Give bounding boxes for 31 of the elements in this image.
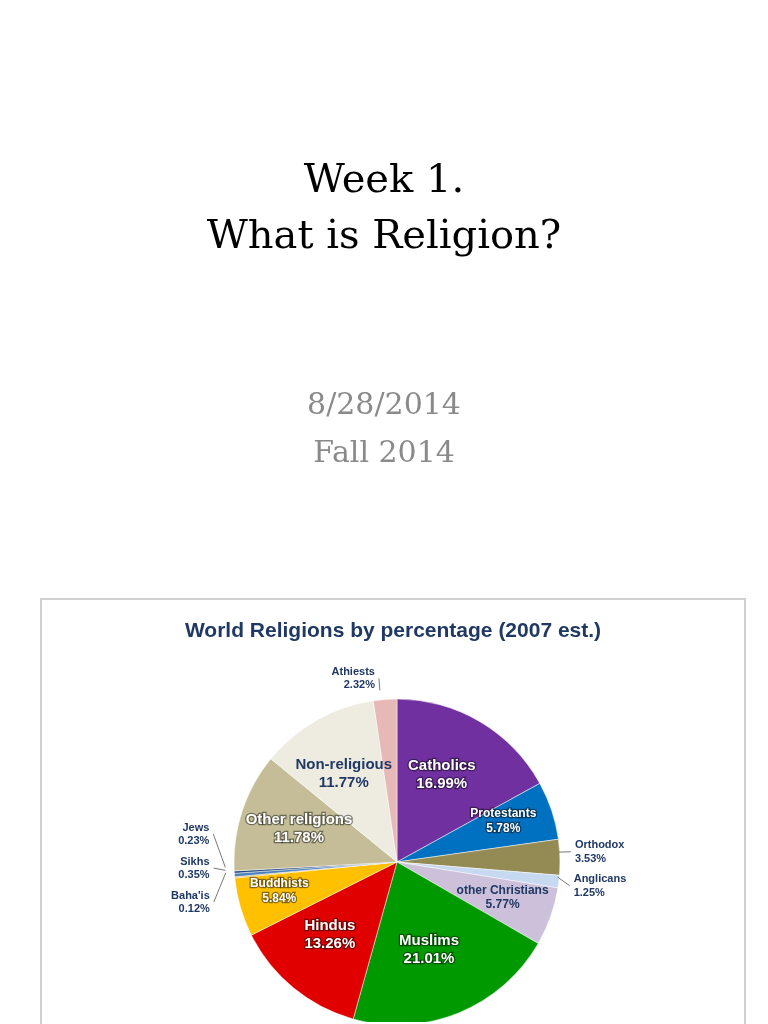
chart-title: World Religions by percentage (2007 est.) (183, 618, 603, 642)
data-label: 16.99% (416, 773, 468, 791)
data-label: 3.53% (574, 851, 607, 864)
slice-label: Baha'is (171, 888, 210, 901)
slice-label: Anglicans (573, 872, 627, 885)
data-label: 5.78% (486, 820, 521, 835)
text: What is Religion? (205, 210, 563, 259)
slice-label: Non-religious (295, 754, 393, 772)
data-label: 0.23% (178, 833, 210, 846)
slice-label: Athiests (331, 665, 375, 678)
data-label: 11.77% (318, 772, 369, 790)
data-label: 11.78% (274, 827, 325, 845)
data-label: 2.32% (343, 678, 376, 691)
slice-label: Sikhs (180, 854, 210, 867)
slice-label: Muslims (398, 930, 460, 948)
slice-label: Buddhists (249, 876, 309, 891)
data-label: 1.25% (573, 885, 606, 898)
slice-label: Catholics (408, 755, 476, 773)
slice-label: Hindus (304, 915, 356, 933)
data-label: 21.01% (403, 948, 455, 966)
data-label: 5.84% (262, 890, 297, 905)
text: Week 1. (302, 154, 466, 203)
text: Fall 2014 (312, 433, 456, 471)
slice-label: other Christians (456, 882, 549, 897)
data-label: 5.77% (485, 897, 520, 912)
data-label: 0.12% (178, 901, 211, 914)
slice-label: Orthodox (574, 838, 626, 851)
data-label: 13.26% (304, 933, 356, 951)
text: 8/28/2014 (306, 385, 462, 423)
data-label: 0.35% (178, 867, 210, 880)
slice-label: Jews (182, 820, 210, 833)
